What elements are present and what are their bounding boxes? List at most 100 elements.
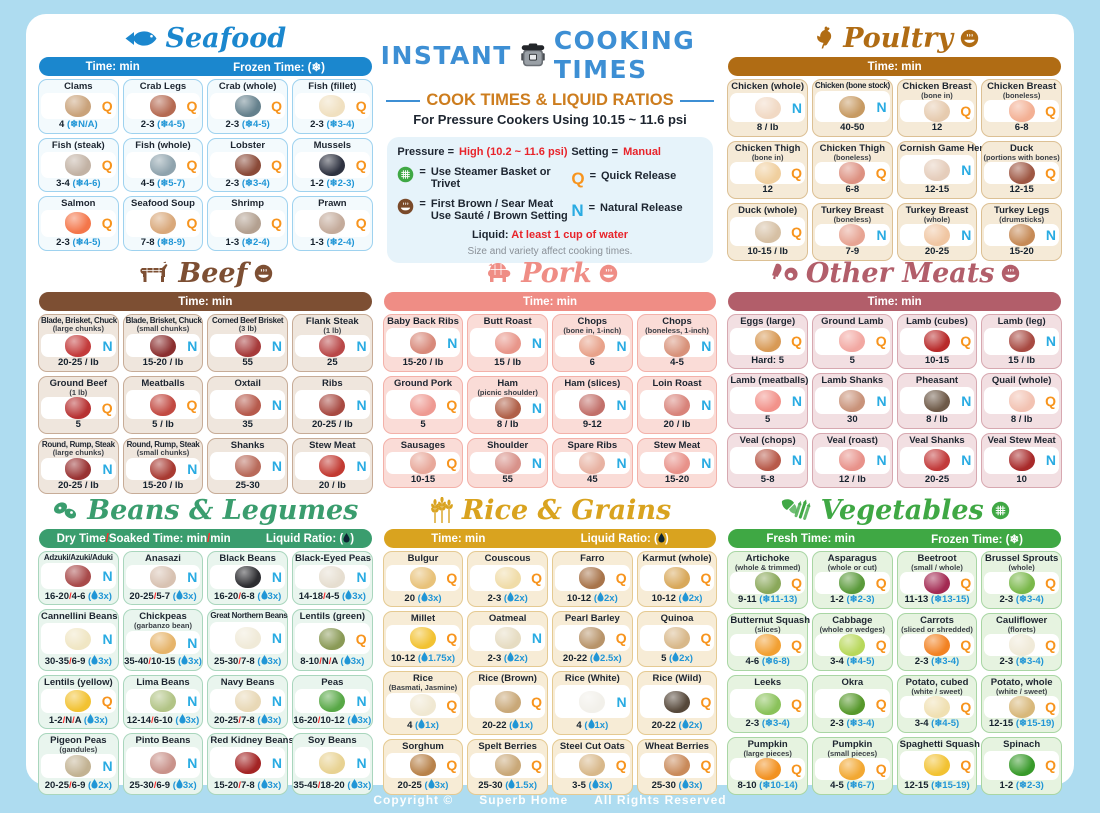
time-bar-label: Time: min (867, 295, 922, 308)
item-name: Eggs (large) (740, 316, 796, 327)
food-card: Millet Q 10-12 (1.75x) (382, 611, 464, 668)
food-image (149, 631, 176, 654)
food-card: Karmut (whole) Q 10-12 (2x) (636, 551, 718, 608)
food-image-panel: Q (730, 634, 805, 657)
food-image (1008, 100, 1035, 123)
food-grid: Eggs (large) Q Hard: 5 Ground Lamb Q 5 Lamb (c… (726, 314, 1063, 490)
quick-release-badge: Q (960, 699, 972, 716)
item-name: Pumpkin (747, 738, 788, 750)
secondary-time: (3x) (347, 713, 372, 726)
food-image-panel: N (210, 746, 285, 779)
food-image-panel: N (639, 335, 715, 358)
food-image (234, 626, 261, 649)
food-image (839, 449, 866, 472)
item-time: 15 / lb (494, 357, 522, 369)
item-time: 3-4 (❄4-5) (914, 718, 960, 730)
item-time: 5 (2x) (661, 651, 693, 664)
food-card: Red Kidney Beans N 15-20/7-8 (3x) (207, 732, 294, 795)
item-time: 3-4 (❄4-5) (830, 656, 875, 668)
food-card: Turkey Breast (boneless) N 7-9 (811, 202, 893, 261)
food-image (663, 626, 690, 649)
item-time: 5 (849, 354, 855, 366)
left-rule (386, 99, 421, 102)
food-card: Chicken (bone stock) N 40-50 (811, 79, 893, 137)
secondary-time: (❄2-3) (1015, 780, 1044, 792)
food-card: Chops (boneless, 1-inch) N 4-5 (636, 314, 718, 372)
food-card: Ham (slices) N 9-12 (551, 375, 633, 434)
item-name: Spaghetti Squash (899, 738, 980, 750)
food-card: Bulgur Q 20 (3x) (382, 551, 464, 608)
food-image-panel: Q (125, 92, 201, 120)
item-subtitle: (boneless, 1-inch) (645, 325, 709, 335)
food-image-panel: Q (814, 688, 890, 719)
natural-release-badge: N (961, 227, 972, 244)
food-image (839, 389, 866, 412)
food-image (923, 572, 950, 595)
item-time: 5 / lb (152, 419, 174, 431)
food-card: Ribs N 20-25 / lb (291, 375, 373, 434)
item-name: Pheasant (915, 375, 959, 387)
item-time: 45 (587, 473, 598, 485)
water-drop-icon (512, 719, 519, 729)
food-image (65, 689, 92, 712)
food-image (663, 335, 690, 358)
secondary-time: (3x) (178, 655, 202, 668)
subtitle-row: COOK TIMES & LIQUID RATIOS (381, 91, 720, 110)
food-image (754, 572, 781, 595)
food-card: Wheat Berries Q 25-30 (3x) (636, 738, 718, 795)
item-name: Sausages (400, 439, 446, 451)
natural-release-badge: N (701, 454, 712, 471)
item-time: 25-30/6-9 (3x) (129, 779, 197, 792)
item-name: Cornish Game Hen (899, 142, 986, 154)
item-subtitle: (white / sweet) (911, 686, 963, 696)
food-card: Round, Rump, Steak (large chunks) N 20-25 /… (38, 437, 119, 495)
footer-brand: Superb Home (479, 793, 569, 807)
food-card: Pearl Barley Q 20-22 (2.5x) (551, 611, 633, 668)
item-time: 4-5 (❄5-7) (140, 177, 186, 189)
item-name: Chicken (whole) (731, 81, 805, 92)
natural-release-badge: N (961, 392, 972, 409)
item-time: 15 / lb (1008, 354, 1036, 366)
water-drop-icon (587, 719, 595, 729)
food-image (754, 692, 781, 715)
rooster-icon (810, 25, 836, 51)
secondary-time: (2x) (678, 719, 703, 732)
item-name: Leeks (754, 676, 782, 688)
quick-release-badge: Q (186, 215, 198, 232)
item-name: Crab (whole) (218, 81, 277, 92)
food-image (1008, 389, 1035, 412)
item-time: 1-2 (❄2-3) (830, 594, 875, 606)
food-image-panel: Q (294, 210, 370, 237)
food-image-panel: N (814, 387, 890, 415)
food-card: Lentils (green) Q 8-10/N/A (3x) (291, 609, 373, 671)
food-image (579, 451, 606, 474)
snowflake-icon: ❄ (70, 119, 79, 131)
water-drop-icon (672, 651, 679, 662)
item-name: Ground Lamb (821, 316, 884, 327)
item-name: Farro (580, 553, 605, 564)
food-image-panel: N (385, 327, 461, 358)
natural-release-badge: N (531, 400, 542, 417)
food-card: Baby Back Ribs N 15-20 / lb (382, 314, 464, 372)
secondary-time: (❄2-4) (241, 236, 270, 248)
natural-release-badge: N (356, 754, 367, 771)
item-subtitle: (boneless) (833, 214, 872, 224)
natural-release-badge: N (616, 338, 627, 355)
veg-icon (780, 497, 814, 523)
food-image (65, 334, 92, 357)
item-name: Ribs (322, 377, 343, 389)
food-image (494, 331, 521, 354)
food-card: Ham (picnic shoulder) N 8 / lb (467, 375, 548, 434)
food-image-panel: N (814, 91, 890, 123)
item-time: 20 (3x) (404, 591, 442, 604)
time-bar-label: Liquid Ratio: () (580, 532, 669, 545)
item-time: 14-18/4-5 (3x) (298, 589, 366, 602)
food-image-panel: Q (125, 389, 201, 420)
item-name: Spare Ribs (567, 439, 618, 451)
item-name: Millet (410, 613, 436, 625)
item-time: 2-3 (❄3-4) (225, 177, 270, 189)
item-name: Salmon (61, 198, 96, 210)
food-card: Shanks N 25-30 (207, 437, 288, 495)
food-image (234, 153, 261, 176)
